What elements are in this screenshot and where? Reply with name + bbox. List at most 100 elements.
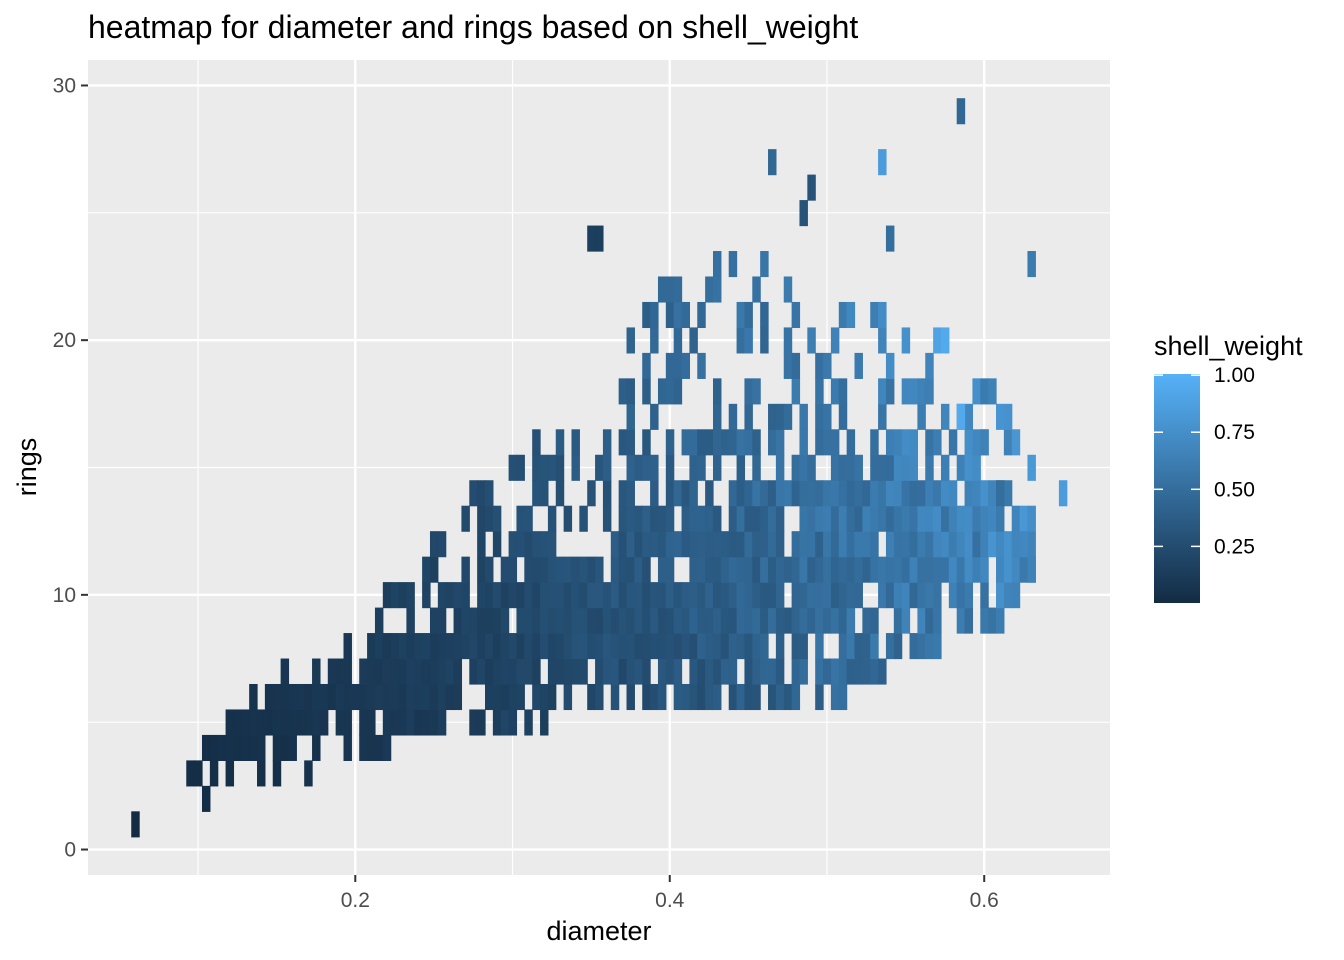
heatmap-cell xyxy=(823,582,832,609)
heatmap-cell xyxy=(775,429,785,456)
heatmap-cell xyxy=(705,683,714,711)
heatmap-cell xyxy=(264,709,274,736)
heatmap-cell xyxy=(909,505,918,532)
heatmap-cell xyxy=(241,709,250,736)
heatmap-cell xyxy=(610,633,620,660)
heatmap-cell xyxy=(571,582,580,609)
heatmap-cell xyxy=(602,480,612,507)
heatmap-cell xyxy=(280,683,290,711)
heatmap-cell xyxy=(768,582,777,609)
heatmap-cell xyxy=(988,531,997,558)
heatmap-cell xyxy=(948,531,958,558)
heatmap-cell xyxy=(555,454,565,481)
heatmap-cell xyxy=(878,556,887,583)
heatmap-cell xyxy=(815,607,824,634)
heatmap-cell xyxy=(948,556,958,583)
heatmap-cell xyxy=(862,607,871,634)
heatmap-cell xyxy=(555,582,565,609)
heatmap-cell xyxy=(312,658,321,685)
heatmap-cell xyxy=(406,582,415,609)
heatmap-cell xyxy=(343,683,352,711)
heatmap-cell xyxy=(854,556,863,583)
heatmap-cell xyxy=(429,556,439,583)
heatmap-cell xyxy=(791,683,801,711)
heatmap-cell xyxy=(760,556,769,583)
heatmap-cell xyxy=(846,582,856,609)
heatmap-cell xyxy=(885,556,895,583)
heatmap-cell xyxy=(453,658,463,685)
heatmap-cell xyxy=(815,633,824,660)
heatmap-cell xyxy=(830,658,840,685)
x-tick-label: 0.4 xyxy=(655,889,685,912)
heatmap-cell xyxy=(555,658,565,685)
heatmap-cell xyxy=(744,429,753,456)
heatmap-cell xyxy=(823,429,832,456)
heatmap-cell xyxy=(492,709,502,736)
heatmap-cell xyxy=(469,709,478,736)
heatmap-cell xyxy=(477,582,486,609)
heatmap-cell xyxy=(823,480,832,507)
heatmap-cell xyxy=(830,607,840,634)
heatmap-cell xyxy=(838,633,848,660)
heatmap-cell xyxy=(390,709,400,736)
heatmap-cell xyxy=(807,454,816,481)
heatmap-cell xyxy=(775,607,785,634)
heatmap-cell xyxy=(807,556,816,583)
heatmap-cell xyxy=(846,658,856,685)
heatmap-cell xyxy=(736,531,746,558)
heatmap-cell xyxy=(854,454,863,481)
heatmap-cell xyxy=(319,709,329,736)
heatmap-cell xyxy=(775,531,785,558)
heatmap-cell xyxy=(602,454,612,481)
heatmap-cell xyxy=(374,734,384,761)
heatmap-cell xyxy=(964,480,974,507)
heatmap-cell xyxy=(508,683,518,711)
heatmap-cell xyxy=(925,531,934,558)
heatmap-cell xyxy=(744,378,753,405)
heatmap-cell xyxy=(752,429,761,456)
heatmap-cell xyxy=(131,811,140,838)
heatmap-cell xyxy=(933,556,942,583)
heatmap-cell xyxy=(1003,531,1013,558)
heatmap-cell xyxy=(382,683,392,711)
heatmap-cell xyxy=(508,556,518,583)
heatmap-cell xyxy=(791,352,801,379)
heatmap-cell xyxy=(705,633,714,660)
heatmap-cell xyxy=(453,683,463,711)
heatmap-cell xyxy=(414,633,423,660)
heatmap-cell xyxy=(618,633,628,660)
heatmap-cell xyxy=(885,582,895,609)
heatmap-cell xyxy=(752,683,761,711)
heatmap-cell xyxy=(288,734,297,761)
heatmap-cell xyxy=(547,531,557,558)
heatmap-cell xyxy=(948,429,958,456)
heatmap-cell xyxy=(516,531,525,558)
heatmap-cell xyxy=(665,582,675,609)
heatmap-cell xyxy=(524,633,533,660)
heatmap-cell xyxy=(547,454,557,481)
heatmap-cell xyxy=(532,658,541,685)
heatmap-cell xyxy=(815,658,824,685)
heatmap-cell xyxy=(555,480,565,507)
heatmap-cell xyxy=(838,403,848,430)
heatmap-cell xyxy=(650,301,659,329)
heatmap-cell xyxy=(555,607,565,634)
heatmap-cell xyxy=(485,633,494,660)
x-axis-title: diameter xyxy=(546,916,651,946)
heatmap-cell xyxy=(414,709,423,736)
heatmap-cell xyxy=(618,658,628,685)
heatmap-cell xyxy=(445,633,455,660)
heatmap-cell xyxy=(799,633,808,660)
heatmap-cell xyxy=(925,582,934,609)
heatmap-cell xyxy=(272,683,282,711)
heatmap-cell xyxy=(917,633,926,660)
heatmap-cell xyxy=(571,454,580,481)
heatmap-cell xyxy=(642,301,651,329)
heatmap-cell xyxy=(445,658,455,685)
heatmap-cell xyxy=(532,607,541,634)
heatmap-cell xyxy=(477,658,486,685)
heatmap-cell xyxy=(807,531,816,558)
heatmap-cell xyxy=(917,505,926,532)
heatmap-cell xyxy=(540,582,549,609)
heatmap-cell xyxy=(712,531,722,558)
